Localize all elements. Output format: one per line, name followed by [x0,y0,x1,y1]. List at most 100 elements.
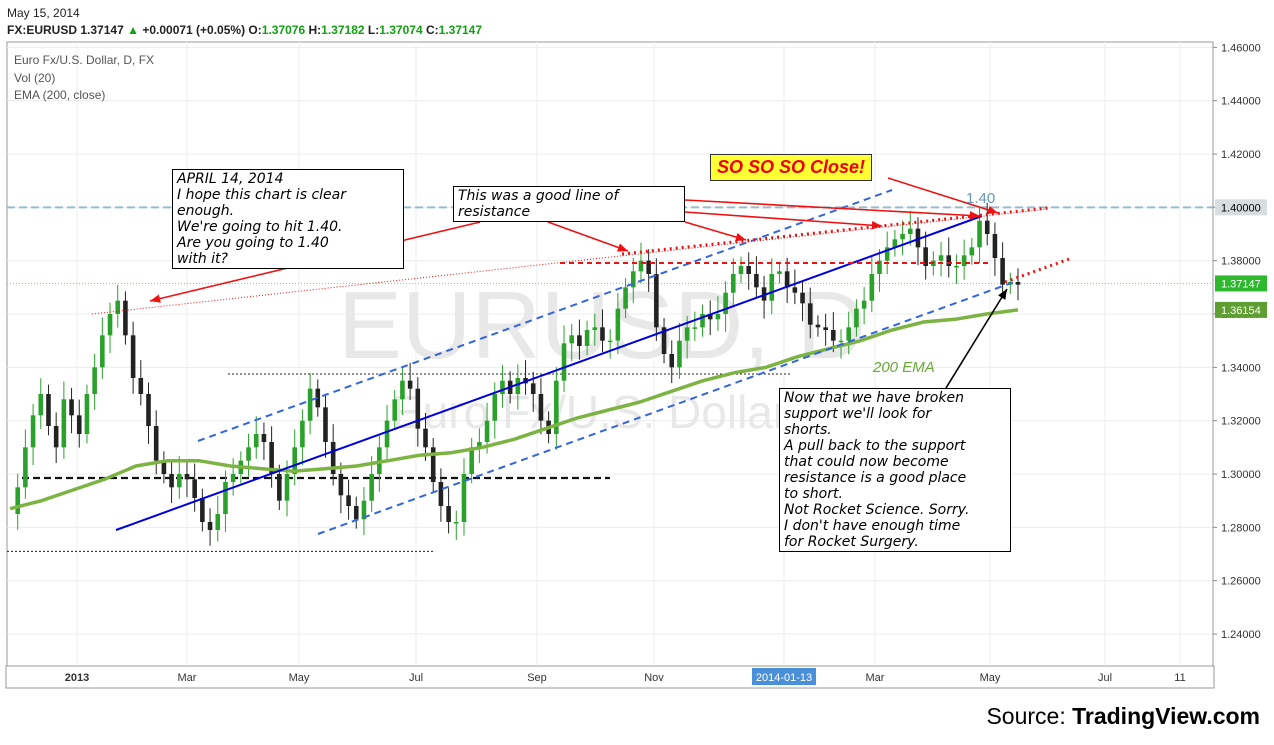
candle-body [915,228,921,248]
header-date: May 15, 2014 [7,6,80,20]
candle-body [438,482,444,506]
candle-body [584,330,590,346]
change-up-icon: ▲ [127,23,139,37]
legend-ema[interactable]: EMA (200, close) [14,88,106,102]
resistance-arrow-4 [684,199,981,217]
candle-body [592,327,598,330]
broken-support-arrow [945,288,1008,389]
x-tick-label: Jul [409,672,423,684]
candle-body [261,434,267,442]
candle-body [800,292,805,304]
candle-body [361,500,367,520]
candle-body [969,247,975,256]
watermark-name: Euro Fx/U.S. Dollar [392,386,788,438]
candles [15,202,1021,546]
header-symbol[interactable]: FX:EURUSD [7,23,78,37]
candle-body [654,274,659,328]
candle-body [961,255,967,266]
resistance-arrow-1-head [617,243,628,252]
y-tick-label: 1.32000 [1221,416,1261,428]
candle-body [115,300,121,314]
close-label: C: [425,23,439,37]
candle-body [92,367,97,394]
candle-body [946,255,952,266]
candle-body [846,327,852,341]
candle-body [815,324,821,328]
candle-body [823,327,828,330]
x-tick-label: Nov [644,672,664,684]
candle-body [661,327,667,354]
legend-vol[interactable]: Vol (20) [14,71,56,85]
candle-body [215,514,221,530]
price-label-box [1215,301,1267,318]
x-tick-label: 11 [1174,672,1185,684]
high-value: 1.37182 [321,23,365,37]
y-tick-label: 1.26000 [1221,576,1261,588]
candle-body [284,474,290,501]
price-label: 1.40000 [1221,202,1261,214]
grid [5,41,1215,689]
candle-body [807,303,813,325]
candle-body [230,474,236,482]
candle-body [669,354,675,368]
close-arrow [887,177,999,214]
candle-body [1015,282,1021,285]
resistance-arrow-4-head [969,211,980,220]
candle-body [84,394,90,434]
resistance-trend-bold [621,206,1049,256]
candle-body [923,247,928,266]
candle-body [223,482,228,514]
candle-body [469,447,474,474]
resistance-arrow-3 [684,211,883,227]
candle-body [76,415,82,434]
candle-body [769,274,775,301]
candle-body [192,479,197,498]
legend-series[interactable]: Euro Fx/U.S. Dollar, D, FX [14,53,155,67]
candle-body [607,340,613,343]
candle-body [207,522,213,530]
header-quote: FX:EURUSD 1.37147 ▲ +0.00071 (+0.05%) O:… [7,23,482,37]
channel-lower [317,281,1015,535]
candle-body [900,234,905,240]
candle-body [554,380,559,434]
price-label-box [1215,275,1267,292]
resistance-arrow-3-head [871,221,882,230]
candle-body [315,388,321,408]
candle-body [292,447,297,474]
x-tick-label: 2014-01-13 [756,672,812,684]
candle-body [569,335,575,344]
time-axis-frame [5,665,1215,689]
candle-body [630,271,636,288]
resistance-trend-faint [91,208,1049,315]
candle-body [176,474,182,488]
level-1-40-label: 1.40 [966,190,995,207]
candle-body [23,447,28,488]
broken-support-arrow-head [998,289,1007,300]
candle-body [169,474,174,488]
candle-body [538,394,544,421]
y-tick-label: 1.38000 [1221,256,1261,268]
candle-body [977,220,982,248]
candle-body [423,428,428,448]
candle-body [677,340,682,368]
candle-body [153,426,159,461]
candle-body [53,426,59,448]
candle-body [338,474,344,496]
candle-body [707,314,713,320]
candle-body [692,327,698,329]
candle-body [515,378,521,394]
candle-body [323,407,328,442]
price-label: 1.36154 [1221,305,1261,317]
x-tick-label: May [980,672,1001,684]
broken-support-note: Now that we have broken support we'll lo… [779,388,1011,552]
candle-body [500,380,505,394]
candle-body [700,314,705,328]
april-arrow-head [150,294,161,303]
candle-body [984,220,990,234]
candle-body [492,394,498,421]
candle-body [992,234,998,258]
candle-body [884,247,890,261]
high-label: H: [308,23,322,37]
candle-body [300,420,305,448]
